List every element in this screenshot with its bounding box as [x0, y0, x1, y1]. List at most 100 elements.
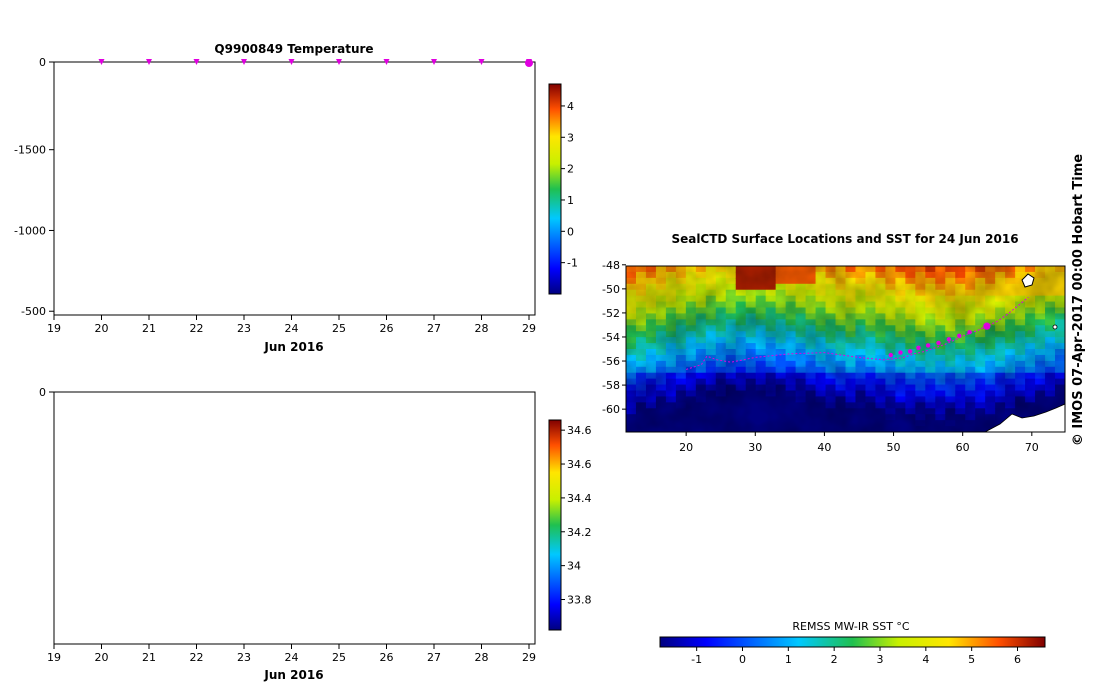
- x-tick-label: 23: [237, 651, 251, 664]
- temperature-colorbar: [548, 83, 562, 295]
- imos-credit: © IMOS 07-Apr-2017 00:00 Hobart Time: [1071, 154, 1086, 446]
- colorbar-tick-label: 2: [567, 163, 574, 176]
- lat-tick-label: -48: [602, 259, 620, 272]
- x-tick-label: 22: [190, 322, 204, 335]
- colorbar-tick-label: 33.8: [567, 594, 592, 607]
- sst-tick-label: 4: [922, 653, 929, 666]
- x-tick-label: 25: [332, 322, 346, 335]
- x-tick-label: 29: [522, 651, 536, 664]
- antarctic-coast: [984, 403, 1065, 432]
- surfacing-marker: [98, 59, 105, 65]
- sst-map: SealCTD Surface Locations and SST for 24…: [602, 232, 1066, 666]
- x-tick-label: 28: [475, 651, 489, 664]
- surface-location: [946, 337, 952, 342]
- x-tick-label: 27: [427, 322, 441, 335]
- lat-tick-label: -58: [602, 379, 620, 392]
- x-tick-label: 21: [142, 651, 156, 664]
- x-tick-label: 28: [475, 322, 489, 335]
- salinity-x-label: Jun 2016: [263, 668, 323, 682]
- y-tick-label: 0: [39, 56, 46, 69]
- x-tick-label: 20: [95, 322, 109, 335]
- colorbar-tick-label: -1: [567, 257, 578, 270]
- map-title: SealCTD Surface Locations and SST for 24…: [671, 232, 1018, 246]
- map-longitude-axis: 20 30 40 50 60 70: [679, 432, 1039, 454]
- lon-tick-label: 50: [887, 441, 901, 454]
- temperature-x-label: Jun 2016: [263, 340, 323, 354]
- temperature-y-axis: 0-500-1000-1500: [39, 56, 54, 69]
- lat-tick-label: -52: [602, 307, 620, 320]
- surfacing-marker: [383, 59, 390, 65]
- lat-tick-label: -60: [602, 403, 620, 416]
- surface-location: [907, 349, 913, 354]
- y-tick-label: 0: [39, 386, 46, 399]
- surfacing-marker: [336, 59, 342, 65]
- temperature-section-plot: Q9900849 Temperature 19 20 21 22 23 24 25 26 27 2…: [39, 42, 578, 354]
- salinity-x-axis: 19 20 21 22 23 24 25 26 27 28 29: [47, 644, 536, 664]
- sst-field: [626, 266, 1065, 432]
- surface-location: [898, 350, 903, 355]
- map-latitude-axis: -48 -50 -52 -54 -56 -58 -60: [602, 259, 626, 416]
- salinity-colorbar: [548, 419, 562, 631]
- surfacing-marker: [478, 59, 485, 65]
- surface-location: [888, 352, 893, 358]
- colorbar-tick-label: 1: [567, 194, 574, 207]
- colorbar-tick-label: 0: [567, 225, 574, 238]
- sst-tick-label: 6: [1014, 653, 1021, 666]
- colorbar-tick-label: 34.4: [567, 492, 592, 505]
- sst-colorbar-title: REMSS MW-IR SST °C: [792, 620, 910, 633]
- latest-location: [983, 322, 991, 330]
- x-tick-label: 22: [190, 651, 204, 664]
- x-tick-label: 23: [237, 322, 251, 335]
- surfacing-marker: [288, 59, 295, 65]
- lon-tick-label: 60: [956, 441, 970, 454]
- y-tick-label: -1000: [14, 224, 46, 237]
- surface-location: [957, 333, 962, 338]
- temperature-colorbar-ticks: 4 3 2 1 0 -1: [561, 100, 578, 270]
- sst-tick-label: -1: [691, 653, 702, 666]
- x-tick-label: 19: [47, 322, 61, 335]
- sst-colorbar-ticks: -1 0 1 2 3 4 5 6: [691, 647, 1021, 666]
- sst-tick-label: 0: [739, 653, 746, 666]
- colorbar-tick-label: 34.6: [567, 458, 592, 471]
- y-tick-label: -1500: [14, 144, 46, 157]
- track-line: [685, 296, 1029, 370]
- seal-track: [685, 296, 1029, 370]
- lon-tick-label: 20: [679, 441, 693, 454]
- temperature-x-axis: 19 20 21 22 23 24 25 26 27 28 29: [47, 315, 536, 335]
- salinity-plot-frame: [53, 391, 536, 645]
- colorbar-tick-label: 4: [567, 100, 574, 113]
- sst-tick-label: 5: [968, 653, 975, 666]
- x-tick-label: 20: [95, 651, 109, 664]
- map-frame: [625, 265, 1066, 433]
- x-tick-label: 25: [332, 651, 346, 664]
- salinity-section-plot: 19 20 21 22 23 24 25 26 27 28 29 0-500-1000-1500 J…: [14, 144, 591, 682]
- surface-location: [936, 340, 941, 346]
- surfacing-marker: [146, 59, 152, 65]
- lat-tick-label: -54: [602, 331, 620, 344]
- sst-tick-label: 3: [877, 653, 884, 666]
- lon-tick-label: 30: [748, 441, 762, 454]
- x-tick-label: 24: [285, 651, 299, 664]
- surface-location: [925, 343, 931, 348]
- x-tick-label: 26: [380, 322, 394, 335]
- y-tick-label: -500: [21, 305, 46, 318]
- heard-island: [1052, 324, 1058, 330]
- kerguelen-island: [1021, 273, 1035, 288]
- lat-tick-label: -56: [602, 355, 620, 368]
- surface-location: [916, 345, 921, 350]
- colorbar-tick-label: 34.2: [567, 526, 592, 539]
- x-tick-label: 29: [522, 322, 536, 335]
- temperature-title: Q9900849 Temperature: [214, 42, 373, 56]
- surface-location: [967, 329, 972, 335]
- x-tick-label: 24: [285, 322, 299, 335]
- colorbar-tick-label: 34: [567, 560, 581, 573]
- temperature-plot-frame: [53, 61, 536, 316]
- surfacing-marker: [431, 59, 437, 65]
- sst-tick-label: 1: [785, 653, 792, 666]
- colorbar-tick-label: 3: [567, 131, 574, 144]
- sst-tick-label: 2: [831, 653, 838, 666]
- x-tick-label: 27: [427, 651, 441, 664]
- surfacing-marker: [241, 59, 247, 65]
- x-tick-label: 21: [142, 322, 156, 335]
